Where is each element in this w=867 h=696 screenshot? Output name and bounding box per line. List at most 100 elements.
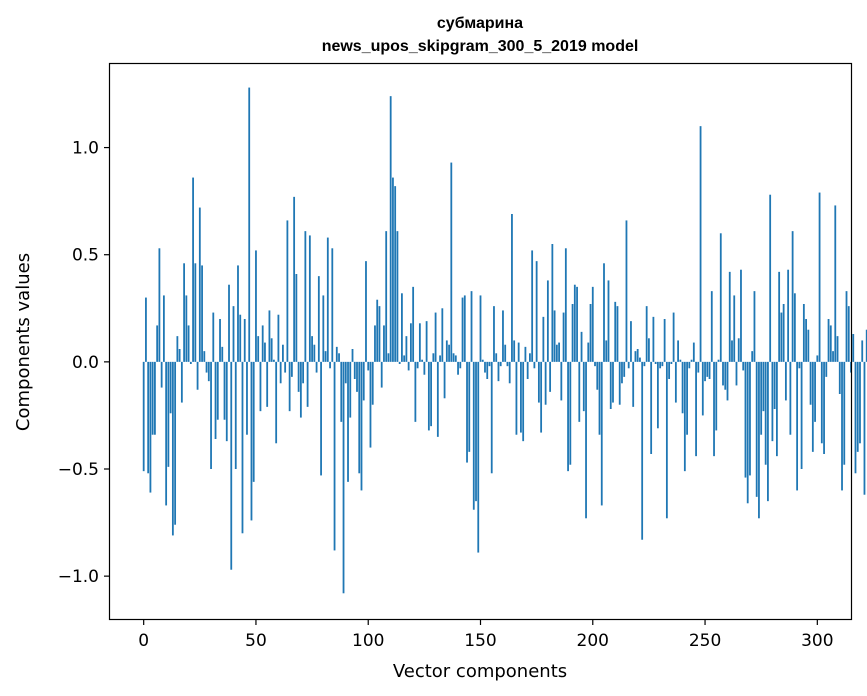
bar: [587, 342, 590, 362]
bar: [423, 361, 426, 375]
bar: [665, 361, 668, 519]
bar: [409, 323, 412, 362]
bar: [728, 271, 731, 362]
bar: [755, 361, 758, 497]
bar: [623, 361, 626, 377]
bar: [695, 361, 697, 457]
bar: [506, 361, 509, 367]
bar: [432, 353, 435, 362]
bar: [286, 220, 289, 362]
bar: [306, 361, 309, 407]
bar: [823, 361, 825, 454]
bar: [832, 351, 834, 362]
bar: [203, 351, 206, 362]
bar: [802, 304, 805, 362]
bar: [820, 361, 823, 444]
bar: [841, 361, 843, 491]
bar: [484, 361, 486, 373]
bar: [322, 295, 325, 362]
bar: [504, 344, 507, 362]
chart-title-line1: субмарина: [437, 15, 523, 32]
bar: [457, 361, 459, 375]
bar: [652, 316, 655, 362]
bar: [580, 331, 583, 362]
bar: [771, 361, 774, 442]
bar: [683, 361, 686, 472]
bar: [551, 244, 554, 362]
y-axis-label: Components values: [13, 253, 34, 431]
bar: [418, 323, 421, 362]
bar: [744, 361, 747, 478]
bar: [207, 361, 210, 382]
bar: [625, 220, 628, 362]
bar: [270, 338, 273, 362]
bar: [329, 361, 331, 369]
bar: [340, 361, 343, 422]
bar: [331, 248, 334, 362]
bar: [710, 291, 713, 362]
y-tick-label: 0.0: [72, 353, 99, 373]
bar: [618, 361, 621, 405]
bar: [569, 361, 572, 465]
bar: [198, 207, 201, 362]
bar: [299, 361, 302, 418]
bar: [468, 361, 471, 452]
bar: [344, 361, 347, 384]
bar: [706, 361, 709, 377]
bar: [223, 361, 226, 420]
bar: [264, 342, 266, 362]
bar: [445, 340, 448, 362]
bar: [436, 361, 439, 437]
bar: [210, 361, 212, 469]
x-tick-label: 100: [352, 631, 384, 651]
bar: [746, 361, 749, 504]
bar: [742, 361, 745, 371]
bar: [648, 338, 650, 362]
bar: [542, 316, 545, 362]
bar: [169, 361, 172, 414]
bar: [369, 361, 372, 448]
bar: [513, 340, 516, 362]
bar: [762, 361, 765, 412]
bar: [317, 276, 320, 362]
bar: [553, 310, 556, 362]
bar: [859, 361, 861, 444]
bar: [603, 263, 605, 362]
bar: [239, 314, 242, 362]
bar: [845, 291, 848, 362]
y-axis-ticks: −1.0 −0.5 0.0 0.5 1.0: [58, 139, 110, 587]
bar: [275, 361, 278, 444]
bar: [753, 291, 756, 362]
bar: [784, 361, 787, 401]
bar: [515, 361, 518, 435]
bar: [758, 361, 760, 519]
bar: [479, 295, 482, 362]
bar: [614, 301, 617, 362]
bar: [789, 361, 792, 435]
bar: [178, 349, 181, 362]
bar: [749, 361, 751, 476]
bar: [854, 361, 857, 474]
bar: [502, 310, 504, 362]
bar: [600, 361, 603, 506]
bar: [365, 261, 367, 362]
x-tick-label: 200: [577, 631, 609, 651]
bar: [674, 361, 677, 403]
bar: [778, 271, 781, 362]
bar: [616, 306, 619, 362]
bar: [564, 248, 567, 362]
bar: [488, 361, 491, 367]
bar: [760, 361, 763, 435]
bar: [171, 361, 174, 536]
bar: [176, 336, 179, 362]
bar: [248, 87, 251, 362]
bar: [827, 319, 830, 362]
bar: [798, 361, 801, 369]
bar: [389, 96, 392, 362]
bar: [385, 231, 388, 362]
bar: [780, 312, 783, 362]
bar: [167, 361, 170, 467]
bar: [342, 361, 345, 594]
bar: [697, 361, 700, 373]
bar: [212, 312, 215, 362]
